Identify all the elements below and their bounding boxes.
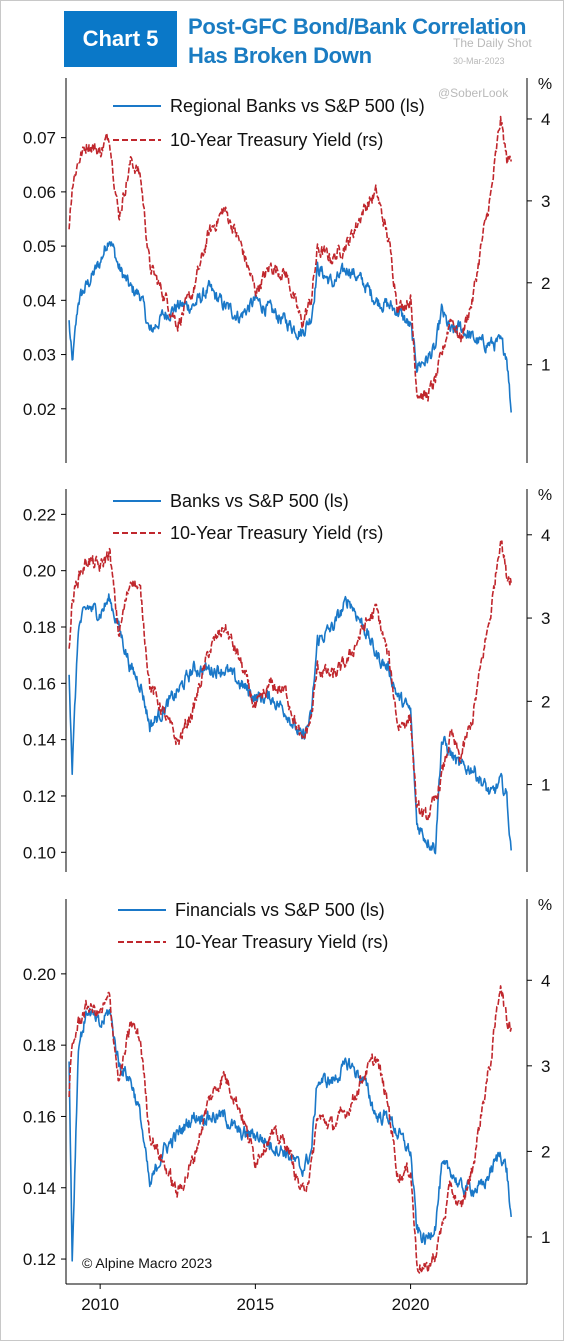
right-unit-label: % [538,897,552,914]
bank-ratio-series-line [68,593,512,855]
left-tick-label: 0.14 [23,731,56,750]
right-tick-label: 1 [541,1228,550,1247]
chart-number-badge: Chart 5 [64,11,177,67]
right-tick-label: 3 [541,609,550,628]
right-tick-label: 1 [541,776,550,795]
treasury-yield-series-line [68,540,512,821]
left-tick-label: 0.12 [23,787,56,806]
legend-label: Regional Banks vs S&P 500 (ls) [170,96,425,116]
left-tick-label: 0.16 [23,674,56,693]
right-tick-label: 3 [541,1057,550,1076]
right-tick-label: 1 [541,356,550,375]
right-tick-label: 2 [541,1142,550,1161]
x-tick-label: 2020 [392,1295,430,1314]
bank-ratio-series-line [68,1008,512,1262]
chart-title: Post-GFC Bond/Bank Correlation Has Broke… [188,12,526,70]
left-tick-label: 0.02 [23,400,56,419]
legend-label: Financials vs S&P 500 (ls) [175,900,385,920]
left-tick-label: 0.10 [23,843,56,862]
right-tick-label: 3 [541,192,550,211]
handle-watermark: @SoberLook [438,86,509,100]
right-tick-label: 4 [541,971,550,990]
x-tick-label: 2015 [236,1295,274,1314]
chart-panel-2: 0.10 0.12 0.14 0.16 0.18 0.20 0.22 1 2 3 4% Banks v… [23,487,552,872]
left-tick-label: 0.04 [23,291,56,310]
left-tick-label: 0.18 [23,1036,56,1055]
legend-label: 10-Year Treasury Yield (rs) [170,523,383,543]
right-tick-label: 2 [541,274,550,293]
date-watermark: 30-Mar-2023 [453,56,505,66]
right-unit-label: % [538,487,552,504]
legend-label: 10-Year Treasury Yield (rs) [170,130,383,150]
right-unit-label: % [538,76,552,93]
left-tick-label: 0.12 [23,1250,56,1269]
left-tick-label: 0.22 [23,505,56,524]
left-tick-label: 0.20 [23,562,56,581]
chart-panel-3: 0.12 0.14 0.16 0.18 0.20 1 2 3 4% 2010 2015 2020 Fin… [23,897,552,1314]
left-tick-label: 0.03 [23,346,56,365]
right-tick-label: 4 [541,526,550,545]
legend-label: Banks vs S&P 500 (ls) [170,491,349,511]
left-tick-label: 0.14 [23,1179,56,1198]
right-tick-label: 4 [541,110,550,129]
left-tick-label: 0.18 [23,618,56,637]
chart-title-line-2: Has Broken Down [188,43,372,68]
right-tick-label: 2 [541,692,550,711]
source-watermark: The Daily Shot [453,36,532,50]
left-tick-label: 0.20 [23,965,56,984]
left-tick-label: 0.05 [23,237,56,256]
chart-panel-1: 0.02 0.03 0.04 0.05 0.06 0.07 1 2 3 4% Regional Ba… [23,76,552,463]
bank-ratio-series-line [68,241,512,413]
x-tick-label: 2010 [81,1295,119,1314]
legend-label: 10-Year Treasury Yield (rs) [175,932,388,952]
left-tick-label: 0.07 [23,129,56,148]
left-tick-label: 0.06 [23,183,56,202]
treasury-yield-series-line [68,115,512,402]
chart-title-line-1: Post-GFC Bond/Bank Correlation [188,14,527,39]
treasury-yield-series-line [68,985,512,1274]
left-tick-label: 0.16 [23,1107,56,1126]
copyright-text: © Alpine Macro 2023 [82,1255,212,1271]
